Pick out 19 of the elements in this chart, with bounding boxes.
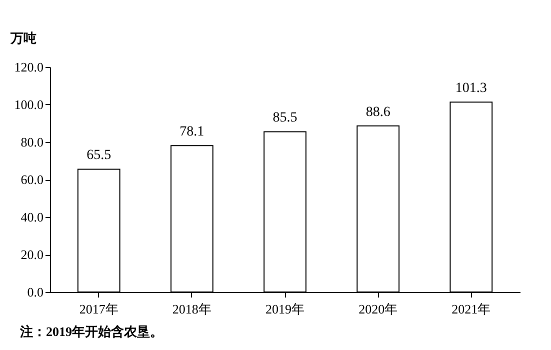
x-tick-label: 2017年 <box>79 302 118 316</box>
data-label: 65.5 <box>86 148 112 164</box>
data-label: 78.1 <box>180 124 204 140</box>
x-tick-label: 2019年 <box>266 302 304 316</box>
y-tick-label: 20.0 <box>20 247 44 262</box>
y-tick-label: 60.0 <box>20 172 44 187</box>
y-tick-label: 100.0 <box>14 97 44 112</box>
y-axis-title: 万吨 <box>10 30 36 46</box>
y-tick-label: 120.0 <box>14 60 44 74</box>
x-tick-label: 2018年 <box>172 302 212 316</box>
data-label: 101.3 <box>455 81 487 96</box>
x-tick-label: 2021年 <box>452 302 491 316</box>
y-tick-label: 0.0 <box>27 284 44 300</box>
text: 注：2019年开始含农垦。 <box>19 324 163 339</box>
y-tick-label: 40.0 <box>20 210 44 224</box>
data-label: 85.5 <box>272 110 298 126</box>
data-label: 88.6 <box>366 104 390 120</box>
x-tick-label: 2020年 <box>358 302 398 316</box>
y-tick-label: 80.0 <box>20 134 44 150</box>
